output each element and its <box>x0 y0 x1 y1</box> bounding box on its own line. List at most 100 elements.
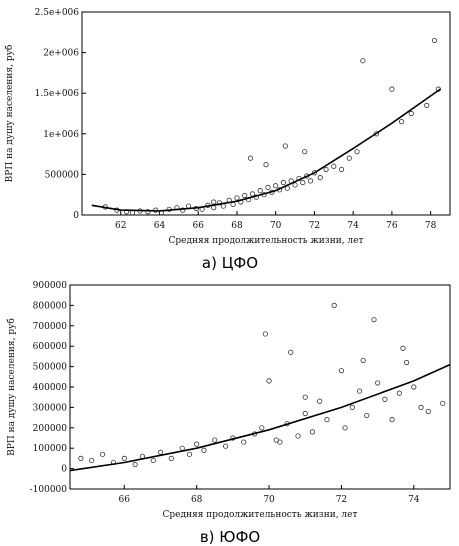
chart-b-data-point <box>186 451 193 457</box>
chart-a-x-tick-label: 68 <box>231 221 243 231</box>
chart-a-data-point <box>282 143 288 149</box>
chart-a-y-tick-label: 2e+006 <box>43 49 79 59</box>
chart-b-data-point <box>201 447 207 453</box>
chart-a-data-point <box>263 162 269 168</box>
chart-a-data-point <box>431 37 438 44</box>
chart-b-x-tick-label: 68 <box>191 495 203 505</box>
chart-a-data-point <box>145 209 151 215</box>
chart-b-yufo: 66 68 70 72 74 -100000 0 100000 200000 300000 4000… <box>6 281 451 520</box>
chart-b-data-point <box>179 445 185 451</box>
chart-b-data-point <box>262 331 269 337</box>
chart-b-data-point <box>277 439 283 445</box>
chart-b-x-tick-label: 66 <box>119 495 131 505</box>
chart-b-y-tick-label: 800000 <box>33 301 68 311</box>
chart-b-data-point <box>302 394 308 400</box>
chart-a-caption: а) ЦФО <box>202 254 258 272</box>
chart-b-data-point <box>78 455 84 461</box>
chart-a-data-point <box>424 102 430 108</box>
chart-a-data-point <box>338 166 345 173</box>
chart-a-y-tick-label: 0 <box>73 211 79 221</box>
chart-a-data-point <box>398 119 405 125</box>
chart-a-data-point <box>311 170 318 176</box>
chart-a-data-point <box>280 179 287 186</box>
chart-a-data-point <box>408 110 414 117</box>
chart-b-data-point <box>266 378 272 384</box>
chart-a-data-point <box>331 163 337 169</box>
chart-a-x-tick-label: 78 <box>425 221 437 231</box>
chart-b-y-tick-label: 300000 <box>33 403 68 413</box>
chart-b-y-tick-label: 900000 <box>33 281 68 291</box>
chart-a-y-tick-label: 1e+006 <box>43 130 79 140</box>
chart-b-data-point <box>349 404 355 410</box>
chart-a-data-point <box>389 86 395 92</box>
chart-b-data-point <box>168 455 174 461</box>
chart-b-y-tick-label: 500000 <box>33 363 68 373</box>
chart-a-data-point <box>317 175 323 181</box>
chart-b-plot-frame <box>69 284 451 490</box>
chart-b-data-point <box>418 404 424 410</box>
chart-b-data-point <box>324 417 330 423</box>
chart-b-data-point <box>389 417 395 423</box>
chart-a-y-tick-label: 1.5e+006 <box>35 89 80 99</box>
chart-b-y-tick-label: 100000 <box>33 444 68 454</box>
chart-b-data-point <box>259 425 265 431</box>
chart-a-x-tick-label: 76 <box>386 221 398 231</box>
chart-b-y-tick-label: 0 <box>61 465 67 475</box>
chart-a-x-tick-label: 70 <box>270 221 282 231</box>
chart-b-data-point <box>223 443 229 449</box>
chart-a-data-point <box>300 179 306 186</box>
chart-b-data-point <box>194 441 200 447</box>
chart-a-x-tick-label: 72 <box>309 221 320 231</box>
chart-a-x-tick-label: 66 <box>192 221 204 231</box>
chart-b-data-point <box>425 408 431 415</box>
chart-b-y-tick-label: 400000 <box>33 383 68 393</box>
chart-a-fit-curve <box>91 88 441 212</box>
chart-b-data-point <box>403 359 410 366</box>
chart-a-data-point <box>354 149 360 155</box>
chart-b-data-point <box>411 384 417 390</box>
chart-b-y-tick-label: 200000 <box>33 424 68 434</box>
chart-b-data-point <box>440 400 446 406</box>
chart-b-data-point <box>295 433 301 439</box>
chart-a-y-axis-label: ВРП на душу населения, руб <box>4 45 15 183</box>
chart-b-x-tick-label: 70 <box>263 495 275 505</box>
chart-b-data-point <box>356 388 363 394</box>
chart-b-data-point <box>342 425 348 431</box>
chart-a-data-point <box>211 199 217 205</box>
chart-a-x-axis-label: Средняя продолжительность жизни, лет <box>169 236 364 246</box>
chart-b-x-tick-label: 72 <box>336 495 347 505</box>
chart-a-data-point <box>323 166 329 173</box>
chart-b-x-tick-label: 74 <box>408 495 420 505</box>
chart-a-y-tick-label: 500000 <box>45 170 80 180</box>
chart-b-y-tick-label: -100000 <box>30 485 68 495</box>
chart-a-data-point <box>346 155 352 161</box>
chart-b-data-point <box>382 396 388 402</box>
chart-b-data-point <box>375 380 381 386</box>
chart-b-data-point <box>396 390 402 396</box>
chart-a-data-point <box>273 183 279 189</box>
chart-a-data-point <box>360 58 366 64</box>
chart-b-y-tick-label: 600000 <box>33 342 68 352</box>
chart-a-data-point <box>257 188 263 194</box>
chart-a-x-tick-label: 62 <box>115 221 126 231</box>
chart-b-data-point <box>400 345 406 351</box>
chart-a-data-point <box>265 184 271 190</box>
chart-b-data-point <box>371 317 377 323</box>
chart-a-data-point <box>180 207 186 213</box>
chart-a-data-point <box>292 182 298 188</box>
chart-b-data-point <box>132 461 138 468</box>
chart-b-data-point <box>150 457 156 464</box>
chart-a-y-tick-label: 2.5e+006 <box>35 8 80 18</box>
chart-a-data-point <box>216 200 223 206</box>
chart-a-data-point <box>302 149 308 155</box>
chart-a-x-tick-label: 64 <box>154 221 166 231</box>
chart-a-plot-frame <box>81 11 451 216</box>
chart-b-data-point <box>121 455 127 461</box>
chart-b-data-point <box>360 357 366 364</box>
chart-b-data-point <box>241 439 247 445</box>
chart-b-y-tick-label: 700000 <box>33 322 68 332</box>
chart-b-data-point <box>338 368 345 374</box>
chart-b-data-point <box>302 410 308 417</box>
chart-b-fit-curve <box>69 363 451 472</box>
